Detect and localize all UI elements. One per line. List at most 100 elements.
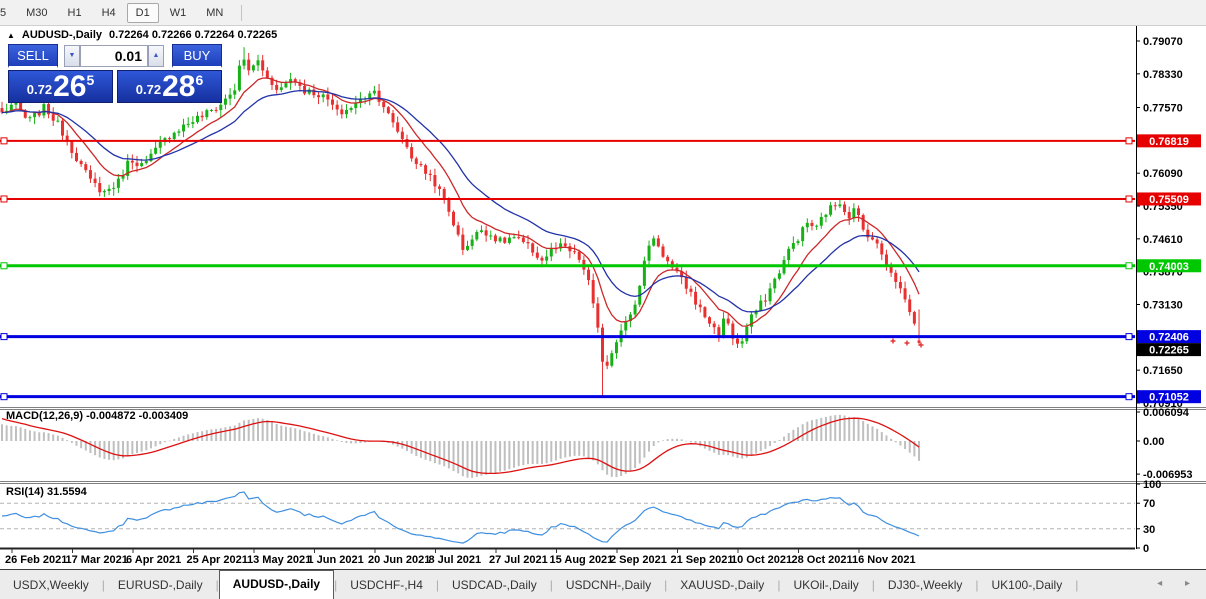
candle-down: [503, 237, 507, 243]
collapse-panel-icon[interactable]: ▲: [7, 30, 15, 40]
tab-xauusd-daily[interactable]: XAUUSD-,Daily: [680, 578, 765, 592]
macd-histogram-bar: [173, 438, 176, 441]
timeframe-button-h1[interactable]: H1: [67, 6, 82, 19]
candle-up: [466, 245, 469, 250]
macd-histogram-bar: [177, 437, 180, 441]
tab-audusd-daily[interactable]: AUDUSD-,Daily: [218, 570, 335, 599]
rsi-plot-area[interactable]: [0, 491, 1135, 544]
macd-histogram-bar: [890, 438, 893, 441]
tab-ukoil-daily[interactable]: UKOil-,Daily: [793, 578, 859, 592]
macd-histogram-bar: [270, 421, 273, 441]
line-handle[interactable]: [1125, 137, 1133, 145]
macd-histogram-bar: [210, 429, 213, 441]
date-tick-label: 2 Sep 2021: [610, 554, 667, 566]
line-handle[interactable]: [1125, 195, 1133, 203]
sell-button[interactable]: SELL: [8, 44, 58, 68]
macd-histogram-bar: [745, 441, 748, 458]
tab-uk100-daily[interactable]: UK100-,Daily: [991, 578, 1063, 592]
rsi-tick-label: 100: [1143, 479, 1161, 491]
macd-histogram-bar: [531, 441, 534, 464]
candle-down: [312, 89, 316, 96]
price-level-badge: [1137, 330, 1201, 344]
macd-histogram-bar: [899, 441, 902, 446]
candle-down: [833, 205, 837, 207]
macd-histogram-bar: [866, 423, 869, 441]
tab-usdchf-h4[interactable]: USDCHF-,H4: [350, 578, 423, 592]
tab-usdcnh-daily[interactable]: USDCNH-,Daily: [565, 578, 652, 592]
candle-up: [633, 304, 637, 315]
macd-histogram-bar: [592, 441, 595, 461]
timeframe-button-d1[interactable]: D1: [126, 2, 159, 23]
rsi-indicator-label: RSI(14) 31.5594: [6, 486, 87, 498]
candle-down: [428, 173, 432, 176]
macd-histogram-bar: [52, 434, 55, 441]
macd-histogram-bar: [70, 441, 73, 443]
tab-dj30-weekly[interactable]: DJ30-,Weekly: [887, 578, 963, 592]
macd-histogram-bar: [312, 433, 315, 441]
macd-histogram-bar: [275, 424, 278, 441]
timeframe-button-w1[interactable]: W1: [169, 6, 187, 19]
line-handle[interactable]: [0, 333, 8, 341]
candle-up: [42, 104, 46, 116]
macd-histogram-bar: [140, 441, 143, 452]
macd-indicator-label: MACD(12,26,9) -0.004872 -0.003409: [6, 410, 189, 422]
line-handle[interactable]: [0, 195, 8, 203]
tab-usdcad-daily[interactable]: USDCAD-,Daily: [452, 578, 537, 592]
buy-button[interactable]: BUY: [172, 44, 222, 68]
candle-down: [866, 229, 870, 238]
candle-up: [172, 132, 176, 139]
buy-price-box[interactable]: 0.72 28 6: [117, 70, 222, 103]
candle-down: [708, 317, 712, 324]
line-handle[interactable]: [0, 262, 8, 270]
macd-histogram-bar: [66, 440, 69, 441]
candle-down: [889, 264, 893, 273]
date-tick-label: 16 Nov 2021: [852, 554, 916, 566]
macd-histogram-bar: [298, 429, 301, 441]
macd-histogram-bar: [638, 441, 641, 464]
tab-divider: |: [101, 578, 105, 592]
line-handle[interactable]: [1125, 333, 1133, 341]
macd-histogram-bar: [582, 441, 585, 457]
sell-price-box[interactable]: 0.72 26 5: [8, 70, 113, 103]
macd-histogram-bar: [243, 420, 246, 441]
candle-down: [400, 131, 404, 139]
timeframe-button-h4[interactable]: H4: [101, 6, 116, 19]
macd-histogram-bar: [317, 435, 320, 441]
macd-histogram-bar: [787, 433, 790, 441]
candle-down: [396, 122, 400, 132]
timeframe-button-m30[interactable]: M30: [26, 6, 48, 19]
line-handle[interactable]: [1125, 393, 1133, 401]
volume-increase-button[interactable]: ▲: [148, 45, 164, 67]
line-handle[interactable]: [0, 137, 8, 145]
line-handle[interactable]: [0, 393, 8, 401]
candle-up: [745, 326, 749, 342]
candle-down: [531, 243, 535, 253]
candle-up: [507, 237, 511, 243]
line-handle[interactable]: [1125, 262, 1133, 270]
buy-price-big: 28: [162, 70, 196, 103]
macd-histogram-bar: [792, 429, 795, 441]
tab-usdx-weekly[interactable]: USDX,Weekly: [13, 578, 89, 592]
macd-histogram-bar: [587, 441, 590, 458]
candle-up: [209, 109, 213, 111]
volume-decrease-button[interactable]: ▼: [64, 45, 80, 67]
tab-divider: |: [215, 578, 219, 592]
candle-down: [23, 110, 27, 118]
macd-plot-area[interactable]: [1, 414, 921, 478]
tab-scroll-arrows[interactable]: ◂ ▸: [1157, 578, 1200, 589]
price-tick-label: 0.78330: [1143, 69, 1183, 81]
candle-down: [908, 299, 912, 313]
rsi-tick-label: 30: [1143, 524, 1155, 536]
tab-divider: |: [777, 578, 781, 592]
timeframe-button-mn[interactable]: MN: [206, 6, 224, 19]
tab-eurusd-daily[interactable]: EURUSD-,Daily: [117, 578, 203, 592]
candle-down: [573, 251, 577, 253]
macd-signal-line: [1, 417, 920, 475]
timeframe-button-5[interactable]: 5: [0, 6, 7, 19]
macd-histogram-bar: [340, 441, 343, 442]
candle-down: [540, 257, 544, 261]
candle-up: [354, 102, 358, 109]
volume-input[interactable]: 0.01: [80, 45, 148, 67]
main-plot-area[interactable]: [0, 47, 1135, 401]
